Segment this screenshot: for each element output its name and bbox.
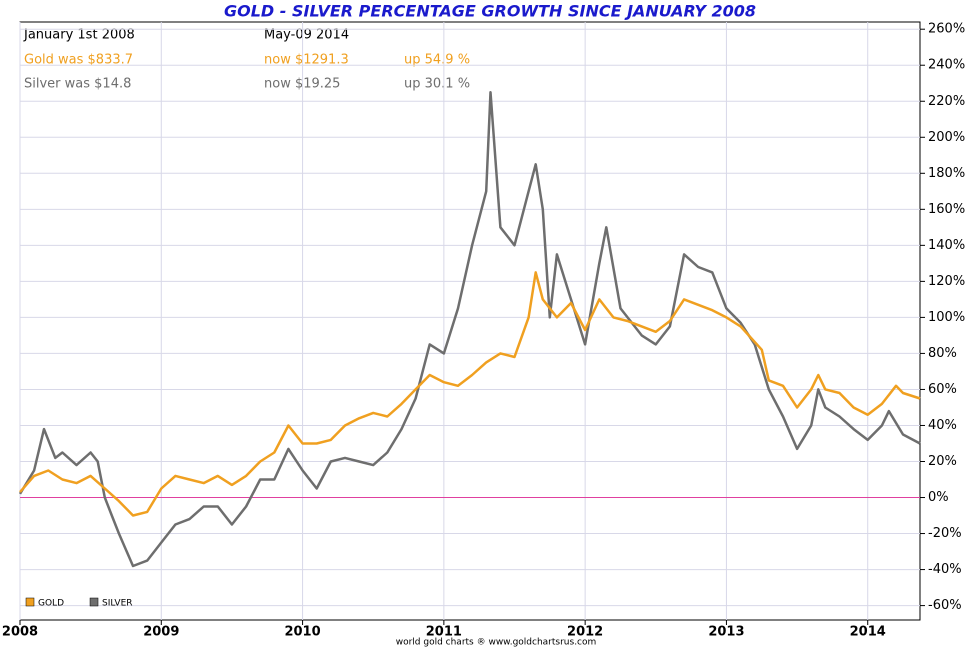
y-tick-label: 80% — [928, 346, 957, 361]
y-tick-label: 40% — [928, 418, 957, 433]
y-tick-label: 240% — [928, 58, 965, 73]
y-tick-label: 100% — [928, 310, 965, 325]
y-tick-label: 120% — [928, 274, 965, 289]
gold-now: now $1291.3 — [264, 53, 349, 68]
silver-start: Silver was $14.8 — [24, 77, 131, 92]
series-line — [18, 90, 921, 568]
y-tick-label: -40% — [928, 562, 962, 577]
y-tick-label: 160% — [928, 202, 965, 217]
y-tick-label: 200% — [928, 130, 965, 145]
silver-up: up 30.1 % — [404, 77, 470, 92]
y-tick-label: 0% — [928, 490, 949, 505]
chart-title: GOLD - SILVER PERCENTAGE GROWTH SINCE JA… — [224, 2, 756, 21]
end-date: May-09 2014 — [264, 28, 349, 43]
x-tick-label: 2010 — [284, 625, 320, 640]
legend-label: GOLD — [38, 599, 64, 609]
series-line — [19, 271, 921, 517]
plot-frame — [19, 21, 921, 621]
x-tick-label: 2012 — [567, 625, 603, 640]
x-tick-label: 2014 — [850, 625, 886, 640]
legend-swatch — [25, 597, 35, 607]
gold-up: up 54.9 % — [404, 53, 470, 68]
y-tick-label: 60% — [928, 382, 957, 397]
start-date: January 1st 2008 — [23, 28, 135, 43]
footer: world gold charts ® www.goldchartsrus.co… — [396, 638, 597, 648]
x-tick-label: 2009 — [143, 625, 179, 640]
y-tick-label: -20% — [928, 526, 962, 541]
y-tick-label: 260% — [928, 22, 965, 37]
x-tick-label: 2013 — [708, 625, 744, 640]
x-tick-label: 2008 — [2, 625, 38, 640]
y-tick-label: 140% — [928, 238, 965, 253]
y-tick-label: 20% — [928, 454, 957, 469]
gold-start: Gold was $833.7 — [24, 53, 133, 68]
y-tick-label: 220% — [928, 94, 965, 109]
y-tick-label: 180% — [928, 166, 965, 181]
x-tick-label: 2011 — [426, 625, 462, 640]
legend-label: SILVER — [102, 599, 133, 609]
legend-swatch — [89, 597, 99, 607]
y-tick-label: -60% — [928, 598, 962, 613]
